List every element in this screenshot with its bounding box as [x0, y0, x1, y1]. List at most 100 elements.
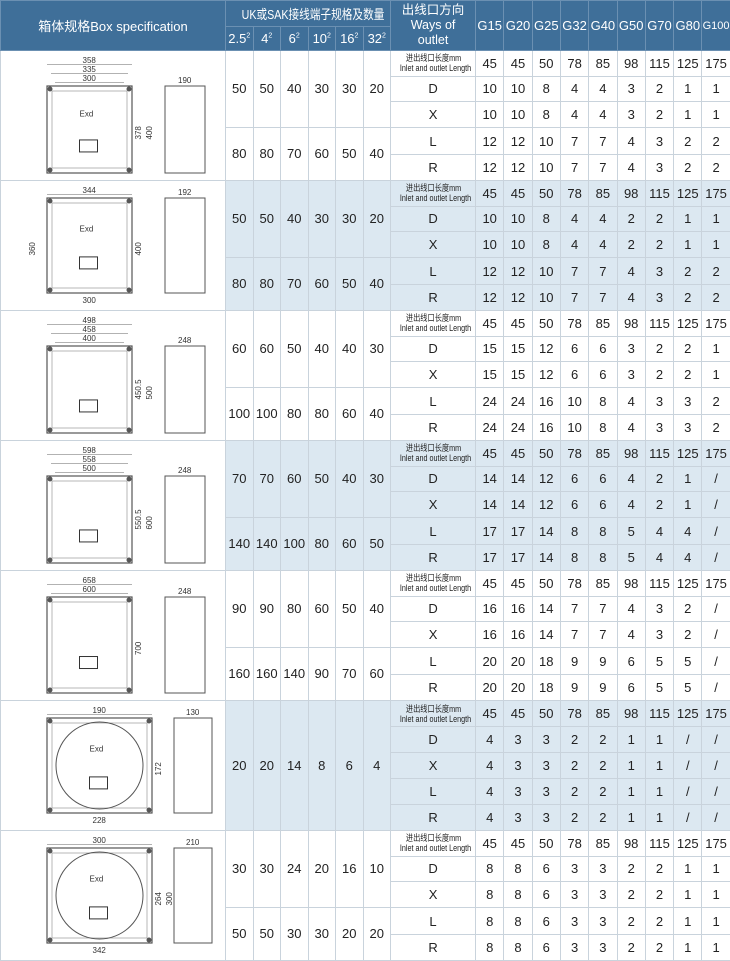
inlet-length-value: 50 [532, 51, 560, 77]
inlet-length-value: 45 [476, 571, 504, 597]
outlet-count: 1 [674, 935, 702, 961]
size-value: 16 [340, 31, 354, 46]
outlet-count: 1 [674, 907, 702, 935]
outlet-count: 8 [560, 517, 588, 545]
outlet-count: 7 [560, 622, 588, 648]
outlet-count: 6 [589, 336, 617, 362]
outlet-count: 4 [617, 387, 645, 415]
terminal-count: 16 [336, 831, 364, 908]
outlet-direction: R [391, 805, 476, 831]
inlet-length-value: 45 [504, 571, 532, 597]
outlet-count: 12 [476, 257, 504, 285]
bolt [47, 688, 52, 693]
inlet-length-value: 78 [560, 701, 588, 727]
inlet-label-cn: 进出线口长度mm [405, 53, 460, 63]
outlet-count: 20 [476, 647, 504, 675]
outlet-direction: R [391, 935, 476, 961]
outlet-count: 12 [476, 155, 504, 181]
inlet-length-value: 85 [589, 571, 617, 597]
bolt [47, 347, 52, 352]
outlet-count: 15 [504, 362, 532, 388]
outlet-count: 3 [645, 127, 673, 155]
outlet-count: 3 [617, 362, 645, 388]
outlet-count: 4 [589, 206, 617, 232]
outlet-count: 3 [617, 76, 645, 102]
dim-side: 192 [178, 188, 192, 197]
outlet-count: 12 [504, 155, 532, 181]
inlet-length-value: 50 [532, 831, 560, 857]
bolt [126, 199, 131, 204]
dim-vertical: 172 [154, 762, 163, 776]
dim-bottom: 228 [92, 816, 106, 825]
outlet-count: 1 [617, 753, 645, 779]
dim-side: 248 [178, 587, 192, 596]
dim-side: 248 [178, 336, 192, 345]
g32-header: G32 [560, 1, 588, 51]
outlet-count: 2 [645, 466, 673, 492]
terminal-count: 80 [253, 257, 281, 310]
terminal-count: 30 [336, 181, 364, 258]
terminal-count: 50 [363, 517, 391, 570]
inlet-label-cn: 进出线口长度mm [405, 704, 460, 714]
outlet-count: / [702, 779, 730, 805]
window [79, 140, 97, 152]
outlet-count: 10 [560, 415, 588, 441]
inlet-length-value: 50 [532, 701, 560, 727]
outlet-count: 2 [645, 907, 673, 935]
outlet-count: 1 [702, 935, 730, 961]
outlet-count: 2 [645, 102, 673, 128]
inlet-length-value: 45 [476, 441, 504, 467]
inlet-length-value: 45 [504, 311, 532, 337]
outlet-count: 1 [674, 466, 702, 492]
outlet-direction: X [391, 753, 476, 779]
inlet-label-en: Inlet and outlet Length [400, 323, 471, 333]
outlet-count: 3 [617, 102, 645, 128]
outlet-count: 1 [674, 76, 702, 102]
bolt [47, 598, 52, 603]
outlet-count: 3 [674, 387, 702, 415]
outlet-count: 2 [617, 232, 645, 258]
bolt [146, 719, 151, 724]
outlet-count: 5 [674, 647, 702, 675]
outlet-count: 1 [617, 727, 645, 753]
dim-bottom: 342 [92, 946, 106, 955]
inlet-length-value: 125 [674, 51, 702, 77]
outlet-count: 8 [504, 882, 532, 908]
outlet-count: 12 [504, 285, 532, 311]
outlet-count: 1 [645, 779, 673, 805]
outlet-direction: L [391, 127, 476, 155]
outlet-count: 2 [674, 155, 702, 181]
inlet-length-value: 115 [645, 181, 673, 207]
outlet-count: 3 [532, 779, 560, 805]
outlet-count: 1 [645, 753, 673, 779]
outlet-count: 6 [560, 336, 588, 362]
outlet-count: 6 [532, 907, 560, 935]
outlet-count: 8 [589, 387, 617, 415]
outlet-count: 7 [560, 155, 588, 181]
dim-vertical: 300 [165, 892, 174, 906]
inlet-length-value: 45 [504, 51, 532, 77]
size-value: 32 [368, 31, 382, 46]
inlet-label-en-row: Inlet and outlet Length [391, 583, 475, 593]
outlet-count: 1 [674, 492, 702, 518]
dim-top: 344 [82, 186, 96, 195]
inlet-label-en: Inlet and outlet Length [400, 843, 471, 853]
outlet-count: 4 [560, 232, 588, 258]
terminal-count: 40 [363, 127, 391, 180]
bolt [47, 808, 52, 813]
size-exponent: 2 [327, 33, 331, 40]
terminal-size-header: 162 [336, 27, 364, 51]
outlet-direction: X [391, 362, 476, 388]
outlet-count: 7 [589, 155, 617, 181]
bolt [47, 849, 52, 854]
terminal-count: 40 [363, 257, 391, 310]
outlet-count: 10 [560, 387, 588, 415]
side-view [165, 198, 205, 293]
terminal-count: 80 [308, 517, 336, 570]
window [79, 400, 97, 412]
